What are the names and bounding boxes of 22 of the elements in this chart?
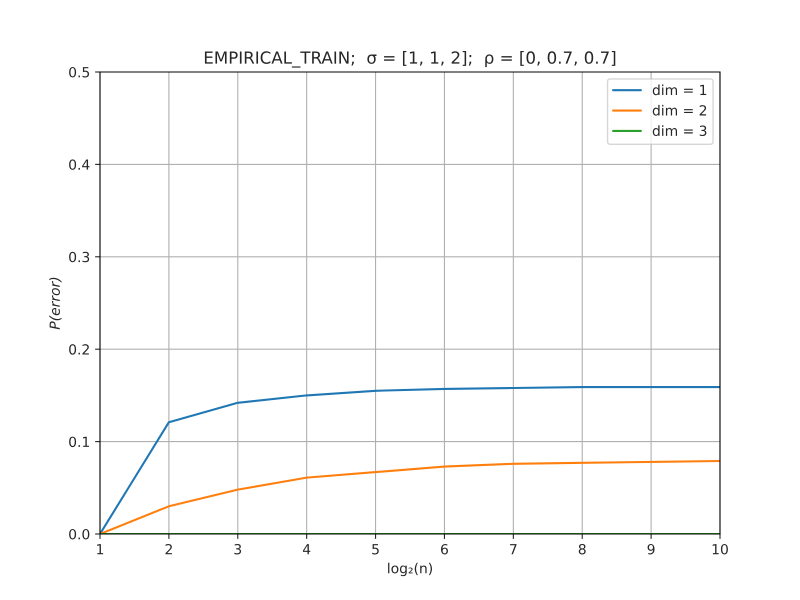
x-tick-label: 7 [510, 544, 517, 554]
y-tick-label: 0.0 [69, 528, 90, 540]
y-tick-label: 0.1 [69, 436, 89, 448]
legend-label: dim = 3 [652, 125, 706, 136]
x-tick-label: 2 [165, 544, 172, 554]
x-tick-label: 6 [440, 544, 448, 554]
chart-title: EMPIRICAL_TRAIN; σ = [1, 1, 2]; ρ = [0, 0.7, 0.7] [204, 51, 616, 68]
x-tick-label: 4 [302, 544, 310, 554]
y-tick-label: 0.5 [69, 66, 90, 78]
y-axis-title: P(error) [49, 278, 62, 330]
x-tick-label: 9 [648, 544, 655, 554]
x-tick-label: 5 [372, 544, 379, 554]
x-tick-label: 8 [578, 544, 586, 554]
y-tick-label: 0.4 [69, 159, 90, 170]
x-tick-label: 10 [712, 544, 728, 554]
x-axis-title: log₂(n) [388, 562, 432, 576]
x-tick-label: 1 [97, 544, 104, 554]
y-tick-label: 0.2 [69, 344, 89, 355]
y-tick-label: 0.3 [69, 252, 90, 262]
legend-label: dim = 1 [652, 84, 706, 96]
legend-label: dim = 2 [652, 104, 706, 116]
x-tick-label: 3 [234, 544, 242, 554]
